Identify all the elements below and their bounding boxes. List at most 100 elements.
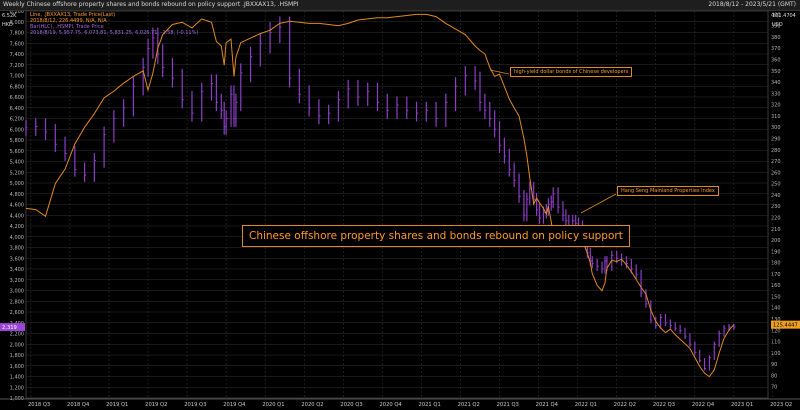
x-tick-label: 2021 Q2 [458,402,480,408]
x-tick-label: 2021 Q4 [536,402,559,408]
x-tick-label: 2022 Q2 [614,402,636,408]
right-tick-label: 310 [771,114,781,120]
x-tick-label: 2019 Q4 [223,402,246,408]
x-tick-label: 2019 Q2 [145,402,167,408]
left-tick-label: 2,800 [10,299,24,305]
jbxxax13-line [25,13,735,378]
left-tick-label: 7,400 [10,52,24,58]
left-tick-label: 4,200 [10,224,24,230]
right-tick-label: 250 [771,182,781,188]
right-tick-label: 230 [771,204,781,210]
left-tick-label: 3,800 [10,246,24,252]
left-tick-label: 6,800 [10,84,24,90]
right-tick-label: 240 [771,193,781,199]
legend: Line, .JBXXAX13, Trade Price(Last) 2018/… [30,12,198,36]
left-tick-label: 1,600 [10,364,24,370]
right-tick-label: 110 [771,340,781,346]
left-axis-top-label: 6.52K [2,13,17,19]
right-tick-label: 270 [771,159,781,165]
bonds-annotation-pointer [489,69,510,75]
left-tick-label: 4,000 [10,235,24,241]
x-tick-label: 2018 Q4 [67,402,90,408]
left-tick-label: 6,600 [10,95,24,101]
left-tick-label: 6,200 [10,117,24,123]
right-tick-label: 340 [771,80,781,86]
left-tick-label: 2,600 [10,310,24,316]
left-tick-label: 1,400 [10,375,24,381]
right-tick-label: 330 [771,91,781,97]
left-tick-label: 6,400 [10,106,24,112]
left-tick-label: 5,200 [10,170,24,176]
right-tick-label: 380 [771,35,781,41]
right-tick-label: 130 [771,317,781,323]
x-tick-label: 2020 Q2 [301,402,323,408]
legend-line-values: 2018/8/12, 226.4499, N/A, N/A [30,18,107,24]
right-tick-label: 260 [771,170,781,176]
right-tick-label: 190 [771,249,781,255]
right-tick-label: 220 [771,215,781,221]
left-tick-label: 3,000 [10,289,24,295]
left-tick-label: 7,000 [10,74,24,80]
right-tick-label: 150 [771,294,781,300]
main-annotation: Chinese offshore property shares and bon… [242,225,630,247]
legend-bar-series[interactable]: Bar(HLC), .HSMPI, Trade Price [30,24,104,30]
left-tick-label: 3,200 [10,278,24,284]
left-tick-label: 5,600 [10,149,24,155]
right-tick-label: 200 [771,238,781,244]
x-tick-label: 2020 Q3 [340,402,362,408]
right-tick-label: 350 [771,69,781,75]
x-tick-label: 2022 Q4 [692,402,715,408]
right-tick-label: 370 [771,46,781,52]
left-tick-label: 4,800 [10,192,24,198]
left-tick-label: 1,200 [10,385,24,391]
chart-title: Weekly Chinese offshore property shares … [3,1,299,8]
right-tick-label: 280 [771,148,781,154]
bonds-annotation: high-yield dollar bonds of Chinese devel… [510,67,633,77]
right-tick-label: 180 [771,261,781,267]
right-tick-label: 210 [771,227,781,233]
left-tick-label: 4,400 [10,213,24,219]
x-tick-label: 2018 Q3 [28,402,50,408]
x-tick-label: 2020 Q4 [379,402,402,408]
x-tick-label: 2022 Q1 [575,402,597,408]
x-tick-label: 2019 Q3 [184,402,206,408]
left-tick-label: 5,800 [10,138,24,144]
right-current-value: 125.4447 [773,323,798,329]
left-tick-label: 7,800 [10,31,24,37]
x-tick-label: 2019 Q1 [106,402,128,408]
left-axis-units: HKD [2,22,13,28]
right-tick-label: 290 [771,136,781,142]
x-tick-label: 2022 Q3 [653,402,675,408]
right-tick-label: 90 [771,362,777,368]
left-tick-label: 2,000 [10,342,24,348]
left-tick-label: 3,400 [10,267,24,273]
right-tick-label: 400 [771,12,781,18]
right-tick-label: 70 [771,385,777,391]
right-tick-label: 100 [771,351,781,357]
left-tick-label: 7,200 [10,63,24,69]
index-annotation: Hang Seng Mainland Properties Index [617,186,719,196]
legend-bar-value-text: 2018/8/19, 5,957.75, 6,073.81, 5,831.25,… [30,30,199,36]
left-current-value-tag [0,323,25,332]
right-tick-label: 360 [771,58,781,64]
right-tick-label: 170 [771,272,781,278]
left-tick-label: 8,200 [10,9,24,15]
right-tick-label: 390 [771,24,781,30]
right-tick-label: 140 [771,306,781,312]
x-tick-label: 2023 Q1 [731,402,753,408]
left-current-value: 2,319 [2,325,17,331]
right-axis-units: USD [772,22,783,28]
left-tick-label: 1,800 [10,353,24,359]
legend-line-series[interactable]: Line, .JBXXAX13, Trade Price(Last) [30,12,116,18]
left-tick-label: 6,000 [10,127,24,133]
left-tick-label: 5,400 [10,160,24,166]
index-annotation-pointer [580,193,617,214]
right-tick-label: 80 [771,373,777,379]
x-tick-label: 2023 Q2 [770,402,792,408]
x-tick-label: 2021 Q3 [497,402,519,408]
right-current-value-tag [771,320,800,329]
x-tick-label: 2021 Q1 [419,402,441,408]
x-tick-label: 2020 Q1 [262,402,284,408]
left-tick-label: 4,600 [10,203,24,209]
